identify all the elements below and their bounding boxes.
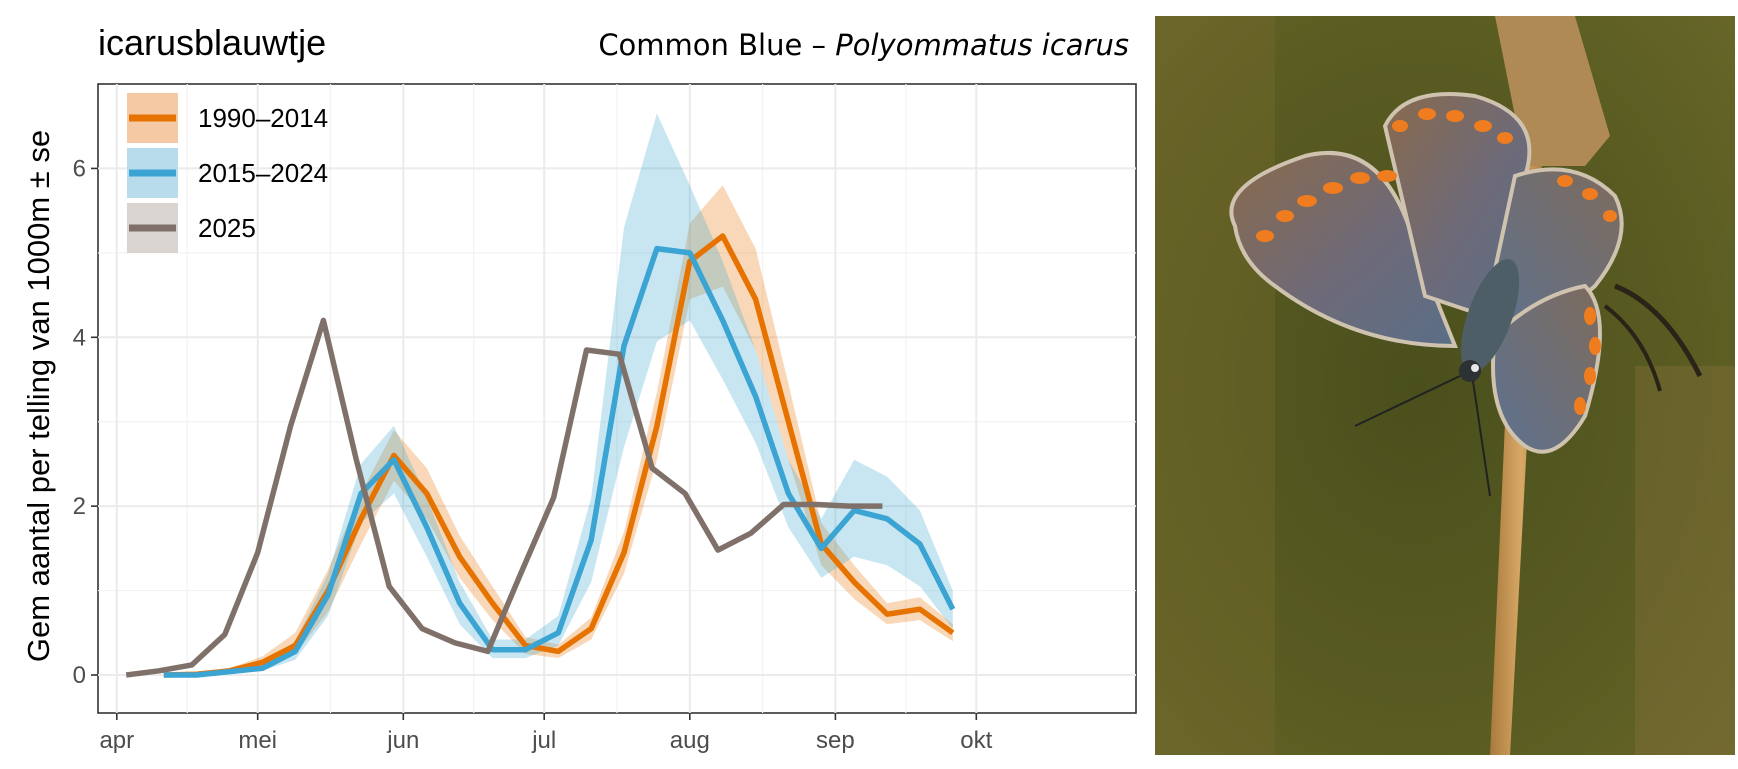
x-tick-label: jun [386,727,419,754]
series-line [125,317,883,678]
series-line [163,245,956,678]
x-tick-label: sep [816,727,855,754]
x-tick-label: okt [960,727,992,754]
y-tick-label: 4 [73,324,86,351]
y-tick-label: 0 [73,662,86,689]
subtitle-latin-name: Polyommatus icarus [835,28,1129,62]
x-tick-label: aug [670,727,710,754]
chart-svg: apr mei jun jul aug sep okt 0 2 4 6 1990–2014 2015… [21,83,1137,754]
grid-minor [98,84,1136,713]
legend-label: 2025 [198,213,256,243]
x-axis-ticks: apr mei jun jul aug sep okt [99,713,993,754]
series-lines [125,233,956,678]
x-tick-label: jul [531,727,556,754]
legend-label: 2015–2024 [198,158,328,188]
x-tick-label: mei [238,727,277,754]
legend: 1990–2014 2015–2024 2025 [127,93,328,253]
butterfly-photo [1155,16,1735,755]
y-tick-label: 6 [73,155,86,182]
legend-label: 1990–2014 [198,103,328,133]
chart-title: icarusblauwtje [98,22,327,63]
chart-subtitle: Common Blue – Polyommatus icarus [598,28,1129,62]
y-axis-ticks: 0 2 4 6 [73,155,98,689]
y-axis-label: Gem aantal per telling van 1000m ± se [21,130,56,662]
x-tick-label: apr [99,727,134,754]
y-tick-label: 2 [73,493,86,520]
subtitle-common-name: Common Blue – [598,28,836,62]
